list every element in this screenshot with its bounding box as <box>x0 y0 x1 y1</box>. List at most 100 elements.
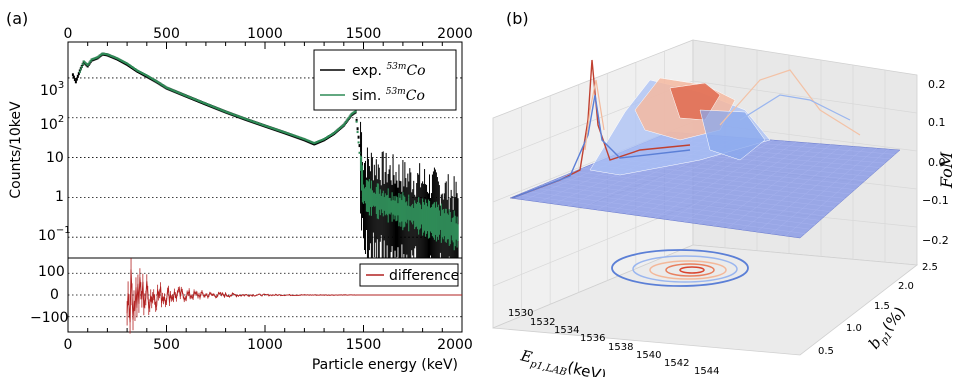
difference-series <box>126 258 462 334</box>
data-point <box>71 73 74 77</box>
lower-y-tick-label: −100 <box>30 310 68 326</box>
x-tick-label: 2000 <box>437 337 473 353</box>
data-point <box>79 68 82 71</box>
legend-box <box>313 49 457 111</box>
mesh-line <box>785 148 889 237</box>
data-point <box>349 114 352 117</box>
data-point <box>74 80 77 84</box>
data-point <box>78 69 81 73</box>
y-tick-label: 10 <box>46 150 64 166</box>
legend-exp-label: exp. 53mCo <box>352 62 426 79</box>
wall-projections <box>511 59 861 199</box>
mesh-line <box>770 148 878 235</box>
x-tick-label: 1500 <box>346 337 382 353</box>
panel-a-label: (a) <box>6 9 28 28</box>
data-point <box>346 118 349 121</box>
projection-line <box>511 94 691 199</box>
data-point <box>357 141 360 144</box>
data-point <box>347 117 350 120</box>
x3d-tick-label: 1534 <box>554 325 579 336</box>
data-point <box>343 122 346 125</box>
contour-line <box>649 260 727 280</box>
mesh-line <box>683 142 809 223</box>
contour-line <box>632 255 738 283</box>
data-point <box>89 59 92 62</box>
y3d-tick-label: 1.5 <box>874 301 890 312</box>
x-axis-label: Particle energy (keV) <box>312 357 458 373</box>
floor-contours <box>611 249 749 287</box>
data-point <box>345 119 348 122</box>
x-tick-label: 1000 <box>247 337 283 353</box>
data-point <box>342 123 345 126</box>
difference-line <box>126 269 462 323</box>
x3d-tick-label: 1532 <box>530 317 555 328</box>
legend-box <box>359 263 459 287</box>
top-tick-label: 0 <box>64 26 73 42</box>
top-tick-label: 500 <box>153 26 180 42</box>
data-point <box>73 77 76 81</box>
data-point <box>86 64 89 67</box>
x3d-tick-label: 1538 <box>608 342 633 353</box>
x-axis-label-3d: Ep1,LAB(keV) <box>517 346 608 377</box>
mesh-line <box>727 145 843 229</box>
data-point <box>355 118 358 122</box>
mesh-line <box>669 141 797 221</box>
panel-b-label: (b) <box>506 9 529 28</box>
upper-y-axis-label: Counts/10keV <box>8 101 24 199</box>
data-point <box>354 110 357 113</box>
x3d-tick-label: 1544 <box>694 366 719 377</box>
z-axis-label: FoM <box>937 151 956 189</box>
top-tick-label: 2000 <box>437 26 473 42</box>
y-tick-label: 102 <box>40 114 64 133</box>
z-tick-label: 0.0 <box>928 156 946 169</box>
upper-y-tick-labels: 103 102 10 1 10−1 <box>38 80 71 244</box>
data-point <box>357 135 360 139</box>
floor-pane <box>492 244 919 356</box>
surface-mesh <box>517 132 896 237</box>
data-point <box>87 62 90 65</box>
lower-y-tick-label: 0 <box>50 287 59 303</box>
x3d-tick-label: 1542 <box>664 358 689 369</box>
data-point <box>76 74 79 78</box>
z-tick-label: 0.2 <box>928 78 946 91</box>
y-tick-label: 10−1 <box>38 225 71 244</box>
contour-line <box>679 266 705 274</box>
lower-y-tick-label: 100 <box>38 264 65 280</box>
projection-line <box>739 94 851 121</box>
lower-legend: difference <box>359 263 459 287</box>
data-point <box>344 121 347 124</box>
data-point <box>81 63 84 66</box>
data-point <box>77 72 80 76</box>
gridline <box>692 80 918 114</box>
y3d-tick-label: 1.0 <box>846 323 862 334</box>
surface-patch <box>699 109 766 161</box>
data-point <box>356 127 359 131</box>
contour-line <box>611 249 749 287</box>
x3d-tick-label: 1536 <box>580 333 605 344</box>
x3d-tick-label: 1530 <box>508 308 533 319</box>
projection-line <box>719 69 861 136</box>
mesh-line <box>741 146 855 231</box>
mesh-line <box>654 140 786 219</box>
upper-legend: exp. 53mCo sim. 53mCo <box>313 49 457 111</box>
legend-sim-label: sim. 53mCo <box>352 87 425 104</box>
projection-line <box>584 79 605 151</box>
mesh-line <box>756 147 866 233</box>
top-tick-label: 1500 <box>346 26 382 42</box>
data-point <box>78 71 81 74</box>
z-tick-label: −0.2 <box>922 234 949 247</box>
data-point <box>358 151 361 154</box>
data-point <box>348 115 351 118</box>
y-tick-labels-3d: 0.5 1.0 1.5 2.0 2.5 <box>818 262 938 357</box>
data-point <box>88 61 91 64</box>
y3d-tick-label: 0.5 <box>818 346 834 357</box>
x-tick-label: 0 <box>64 337 73 353</box>
upper-ticks <box>67 42 463 332</box>
contour-line <box>665 263 715 277</box>
data-point <box>355 120 358 123</box>
z-tick-label: −0.1 <box>922 194 949 207</box>
y3d-tick-label: 2.0 <box>898 281 914 292</box>
mesh-line <box>712 144 832 227</box>
